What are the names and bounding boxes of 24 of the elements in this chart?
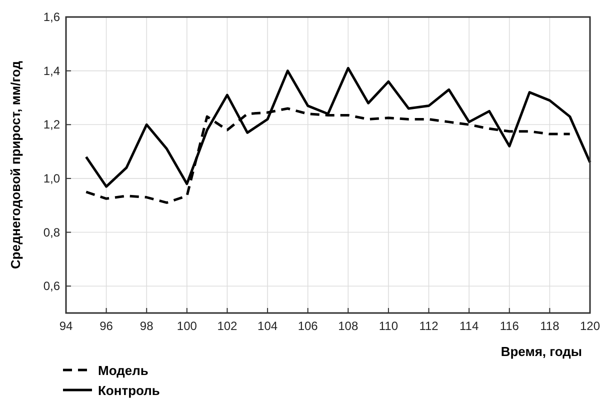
x-tick-label: 114 [460, 319, 479, 333]
x-tick-label: 102 [217, 319, 238, 333]
y-tick-label: 0,8 [43, 225, 60, 240]
x-tick-label: 96 [100, 319, 114, 333]
y-tick-label: 1,4 [43, 64, 60, 78]
x-tick-label: 112 [419, 319, 439, 333]
y-axis-title: Среднегодовой прирост, мм/год [8, 60, 23, 269]
x-tick-label: 100 [176, 319, 198, 333]
x-axis-title: Время, годы [500, 344, 582, 359]
x-tick-label: 118 [540, 319, 560, 333]
legend-label: Модель [98, 363, 148, 378]
x-tick-label: 116 [500, 319, 520, 333]
x-tick-label: 106 [298, 319, 318, 333]
x-tick-label: 110 [378, 319, 398, 333]
x-tick-label: 108 [338, 319, 358, 333]
x-tick-label: 120 [580, 319, 600, 333]
y-tick-label: 1,6 [43, 10, 60, 24]
y-tick-label: 0,6 [43, 279, 60, 294]
x-tick-label: 98 [140, 319, 154, 333]
y-tick-label: 1,0 [43, 171, 60, 186]
y-tick-label: 1,2 [43, 118, 60, 132]
x-tick-label: 104 [258, 319, 278, 333]
x-tick-label: 94 [59, 319, 73, 333]
legend-label: Контроль [98, 383, 160, 398]
